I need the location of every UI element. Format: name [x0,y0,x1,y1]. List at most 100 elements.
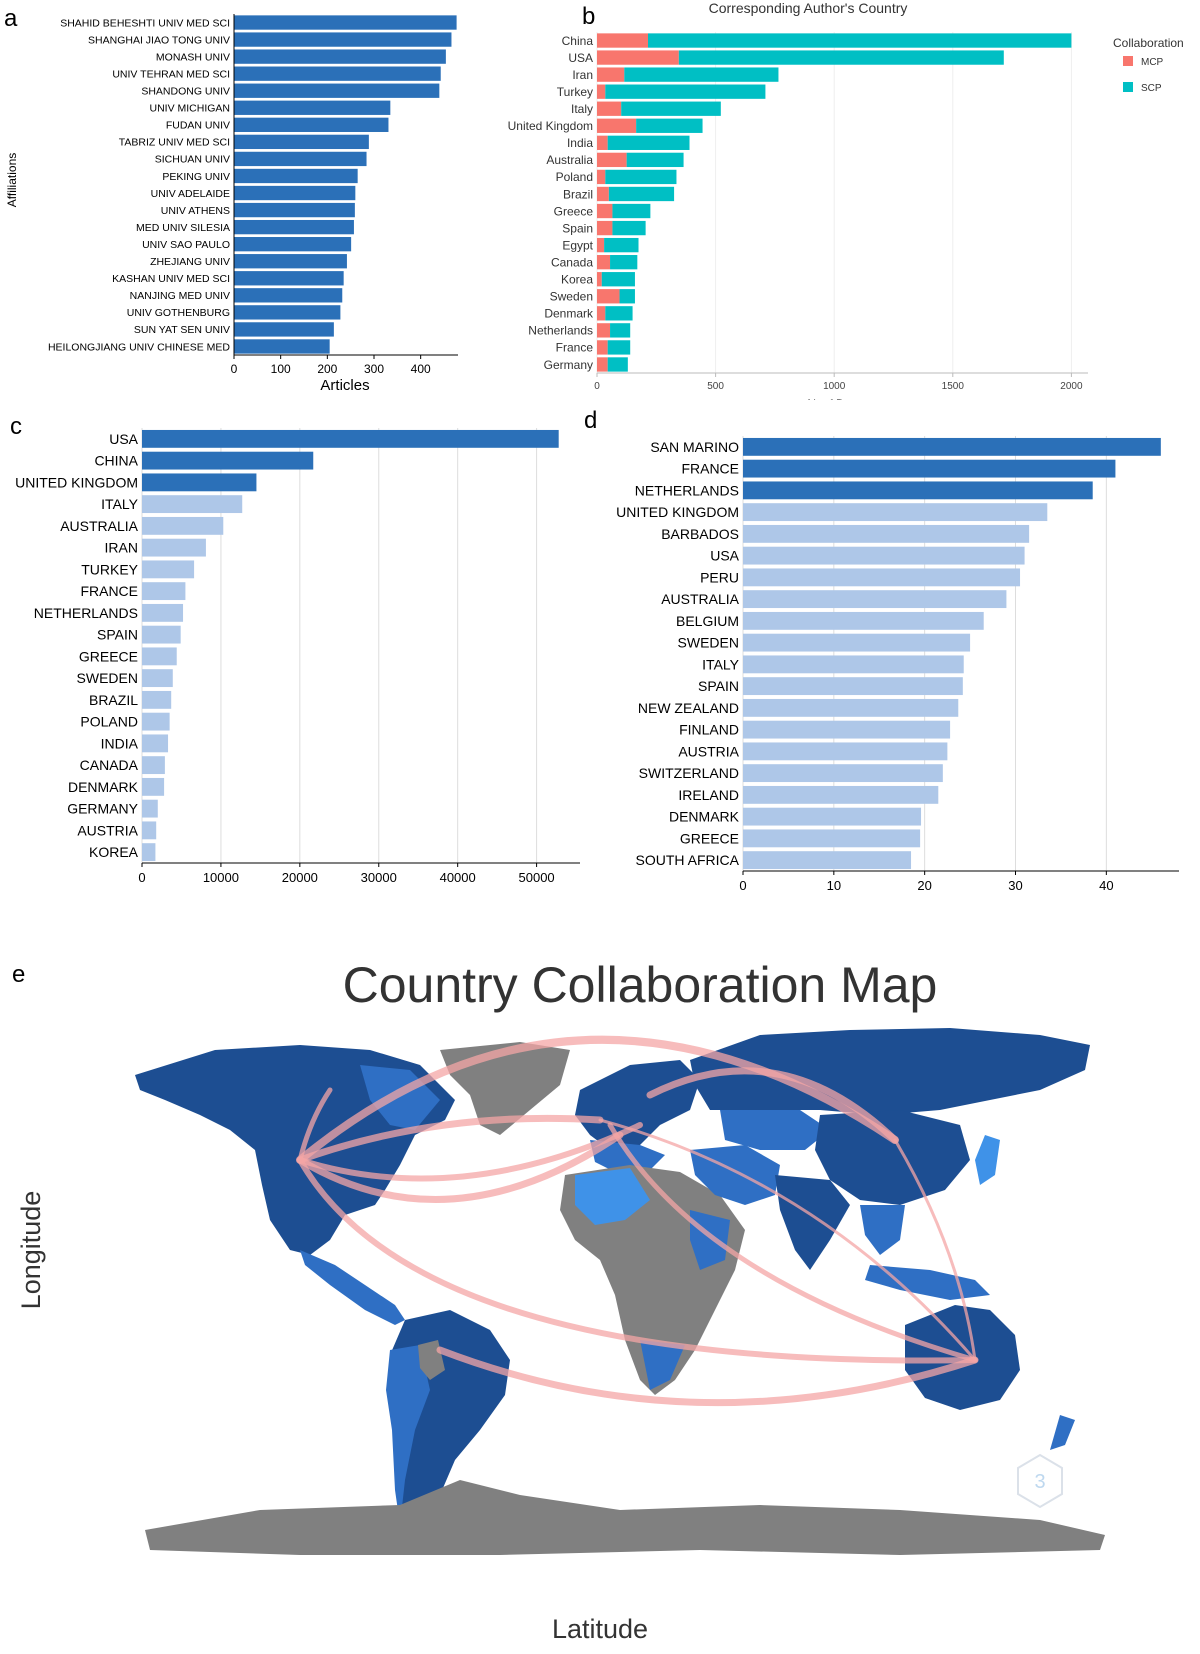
chartb-bar-mcp [597,289,620,304]
chartd-bar [743,655,964,674]
map-title: Country Collaboration Map [343,957,938,1013]
charta-bar [234,168,358,184]
panel-label-e: e [12,961,25,988]
charta-bar [234,288,343,303]
chartd-category-label: DENMARK [669,809,740,825]
chartb-bar-scp [626,152,684,168]
chartd-bar [743,677,963,696]
chartd-bar [743,742,948,761]
chartb-category-label: Sweden [550,290,593,304]
chartd-bar [743,524,1030,543]
chartb-bar-mcp [597,169,606,185]
chartb-bar-scp [605,306,633,321]
charta-category-label: UNIV GOTHENBURG [127,307,230,319]
link-usa-china [296,1035,899,1164]
charta-x-tick-label: 400 [411,362,431,376]
chartd-x-tick-label: 40 [1099,878,1113,893]
link-europe-china [646,1067,899,1144]
chartb-bar-scp [605,84,766,99]
chartd-bar [743,459,1116,478]
chartc-x-tick-label: 30000 [361,870,397,885]
chartd-category-label: SPAIN [698,678,739,694]
chartd-category-label: USA [710,548,739,564]
charta-bar [234,219,354,235]
link-usa-europe-2 [297,1122,643,1182]
chartb-bar-scp [612,220,646,236]
link-usa-australia [297,1157,978,1364]
chartc-x-tick-label: 10000 [203,870,239,885]
charta-category-label: UNIV ATHENS [161,205,230,217]
chartd-bar [743,437,1161,456]
chartc-category-label: KOREA [89,844,139,860]
collaboration-map-svg: e Country Collaboration Map [12,957,1105,1644]
chartc-category-label: INDIA [101,735,139,751]
charta-category-label: SHAHID BEHESHTI UNIV MED SCI [60,17,230,29]
chartd-bar [743,698,959,717]
chartd-bar [743,633,971,652]
chartc-bar [142,560,195,579]
charta-bar [234,134,369,150]
chartc-bar [142,712,170,731]
chartc-bar [142,516,224,535]
chartc-bar [142,690,172,709]
panel-label-b: b [582,3,595,30]
chartd-x-tick-label: 10 [827,878,841,893]
chartb-bar-scp [604,237,639,253]
charta-bar [234,15,457,30]
chartd-bar [743,503,1048,522]
charta-category-label: SHANGHAI JIAO TONG UNIV [88,34,230,46]
chartc-bar [142,603,184,622]
chartd-category-label: NETHERLANDS [635,482,739,498]
chart-c-svg: c USA CHINA UNITED KINGDOM ITALY AUSTRALIA IRA… [10,413,580,885]
charta-category-label: UNIV ADELAIDE [151,188,230,200]
chartd-bar [743,851,912,870]
chartb-bar-mcp [597,272,602,287]
map-region-japan [975,1135,1000,1185]
chartb-x-tick-label: 0 [594,381,600,392]
chartc-category-label: BRAZIL [89,692,138,708]
chartb-bar-scp [607,357,628,372]
chartd-category-label: SWITZERLAND [639,765,739,781]
chartb-category-label: Denmark [544,307,594,321]
chartc-category-label: ITALY [101,496,138,512]
chartd-x-tick-label: 20 [917,878,931,893]
chartb-category-label: USA [568,51,593,65]
chartb-bar-mcp [597,340,608,355]
chartb-bar-mcp [597,118,637,133]
collaboration-links [296,1035,979,1407]
charta-bar [234,66,441,81]
chartd-category-label: BELGIUM [676,613,739,629]
chartb-category-label: Egypt [562,238,593,252]
chartb-bar-mcp [597,135,608,150]
chartb-title: Corresponding Author's Country [709,0,908,16]
chartc-category-label: SWEDEN [77,670,138,686]
chartb-category-label: China [562,34,594,48]
chartb-category-label: India [567,136,593,150]
chartc-bar [142,647,177,666]
chartb-legend-swatch [1123,82,1133,92]
chartd-category-label: GREECE [680,830,739,846]
chart-d-svg: d SAN MARINO FRANCE NETHERLANDS UNITED KINGD… [584,407,1179,893]
charta-category-label: ZHEJIANG UNIV [150,256,230,268]
chartd-category-label: IRELAND [678,787,739,803]
chartc-category-label: CHINA [94,453,138,469]
charta-bar [234,339,330,354]
charta-category-label: KASHAN UNIV MED SCI [112,273,230,285]
chartb-bar-mcp [597,203,613,219]
chartb-category-label: United Kingdom [508,119,593,133]
map-region-india [775,1175,850,1270]
chartd-bar [743,568,1021,587]
link-usa-canada [297,1087,333,1163]
chartb-bar-mcp [597,67,625,82]
panel-label-a: a [4,5,18,32]
chartc-category-label: TURKEY [81,561,138,577]
chartb-bar-scp [608,186,675,202]
chartd-category-label: FRANCE [681,461,739,477]
chartc-category-label: AUSTRALIA [60,518,138,534]
world-map [135,1028,1105,1555]
chartd-bar [743,764,943,783]
chartb-bar-mcp [597,323,611,338]
chartb-x-tick-label: 500 [707,381,724,392]
charta-bar [234,117,389,132]
chartc-category-label: UNITED KINGDOM [15,474,138,490]
